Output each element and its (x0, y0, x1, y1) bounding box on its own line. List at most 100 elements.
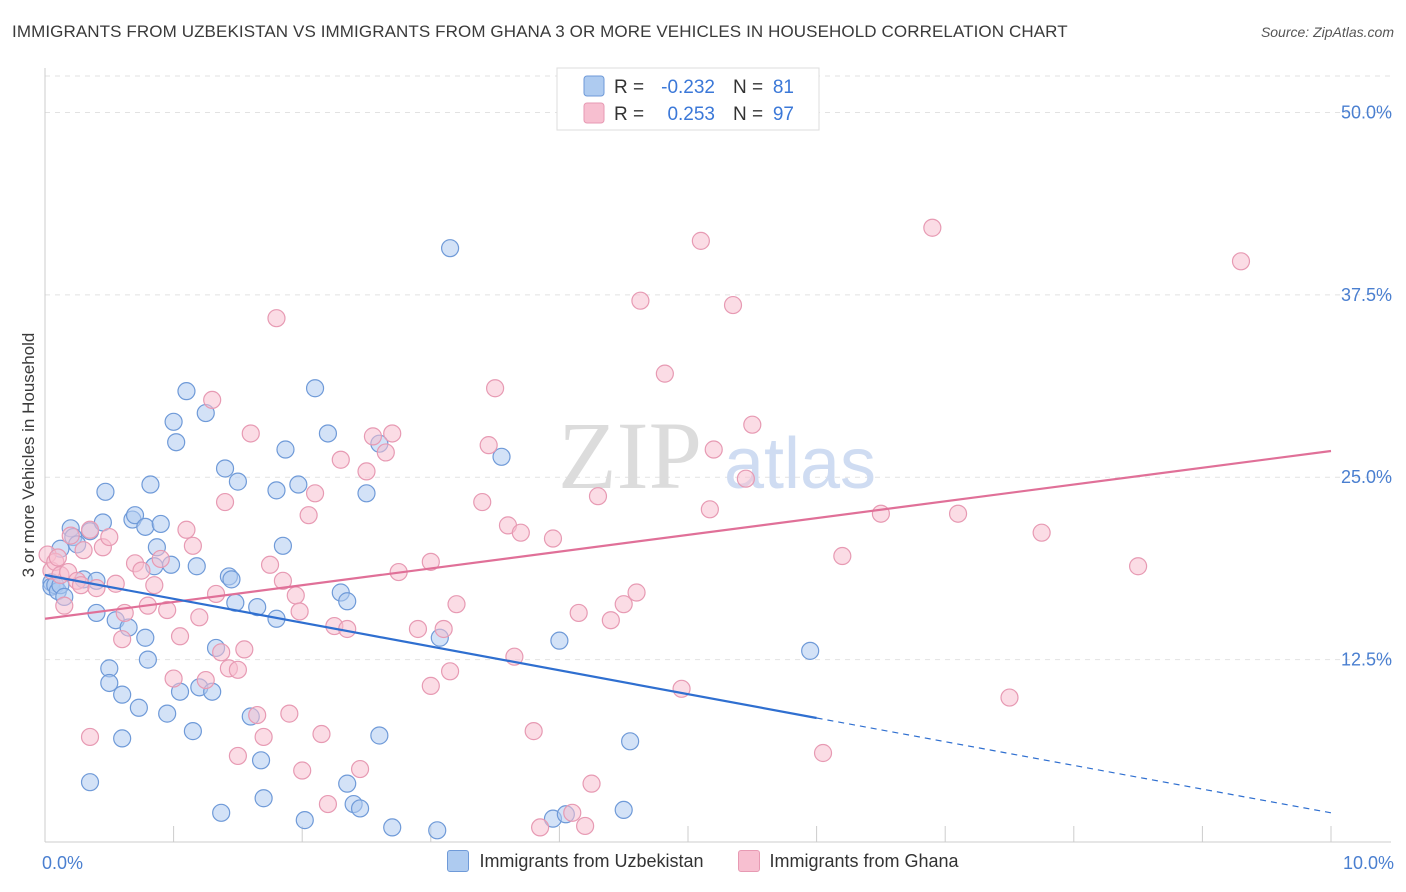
ghana-trend-line (44, 449, 1332, 620)
ghana-point-85 (655, 364, 674, 383)
ghana-point-53 (331, 450, 350, 469)
uzbekistan-point-53 (254, 789, 273, 808)
ghana-point-61 (408, 619, 428, 639)
ghana-point-31 (206, 584, 226, 604)
ghana-point-100 (1128, 557, 1148, 576)
gridlines (45, 75, 1391, 661)
ghana-point-58 (376, 443, 395, 462)
uzbekistan-point-64 (338, 774, 357, 793)
ghana-point-38 (241, 424, 260, 443)
uzbekistan-point-81 (80, 773, 100, 792)
ghana-point-25 (170, 627, 190, 646)
ghana-point-37 (235, 640, 254, 659)
ghana-point-5 (55, 596, 74, 615)
legend-item-ghana[interactable]: Immigrants from Ghana (737, 850, 959, 872)
ghana-point-14 (100, 527, 119, 547)
ghana-point-16 (113, 630, 132, 649)
uzbekistan-point-74 (492, 447, 511, 466)
legend-top: R = -0.232 N = 81 R = 0.253 N = 97 (556, 67, 820, 131)
uzbekistan-point-17 (100, 673, 119, 693)
ghana-point-102 (80, 727, 100, 747)
ghana-point-33 (215, 492, 235, 512)
ghana-point-27 (183, 536, 202, 555)
ghana-point-28 (190, 608, 209, 627)
ghana-point-56 (357, 462, 376, 481)
uzbekistan-trend-extension (816, 717, 1332, 814)
ghana-point-78 (576, 816, 595, 836)
ghana-point-47 (293, 761, 312, 780)
ghana-point-19 (132, 561, 151, 580)
ghana-point-87 (691, 231, 710, 250)
uzbekistan-point-35 (167, 433, 186, 452)
ghana-point-49 (305, 484, 325, 503)
ghana-point-72 (511, 523, 530, 542)
series-uzbekistan-points (42, 239, 820, 840)
uzbekistan-point-57 (276, 440, 295, 459)
y-axis-label: 3 or more Vehicles in Household (19, 333, 38, 578)
uzbekistan-point-80 (801, 641, 820, 660)
y-tick-label-3: 50.0% (1341, 102, 1392, 122)
ghana-point-21 (145, 576, 164, 595)
ghana-point-35 (228, 660, 247, 679)
ghana-point-77 (569, 603, 588, 623)
ghana-point-68 (479, 436, 498, 455)
uzbekistan-point-56 (273, 536, 293, 555)
ghana-point-90 (723, 295, 743, 315)
uzbekistan-point-69 (370, 726, 389, 745)
legend-n-label-blue: N = (733, 77, 763, 98)
ghana-point-41 (260, 555, 280, 574)
uzbekistan-point-34 (164, 412, 183, 431)
ghana-point-42 (267, 309, 286, 328)
uzbekistan-point-60 (305, 379, 325, 398)
ghana-point-91 (736, 469, 755, 488)
ghana-point-84 (631, 291, 650, 310)
watermark-atlas: atlas (724, 424, 876, 504)
ghana-point-59 (383, 424, 402, 443)
uzbekistan-point-61 (318, 424, 338, 443)
legend-item-uzbekistan[interactable]: Immigrants from Uzbekistan (447, 850, 704, 872)
uzbekistan-point-76 (550, 631, 569, 650)
ghana-point-11 (80, 520, 100, 539)
ghana-point-32 (212, 643, 231, 662)
ghana-point-69 (486, 379, 505, 398)
y-tick-label-1: 25.0% (1341, 467, 1392, 487)
ghana-point-80 (588, 487, 608, 506)
uzbekistan-point-59 (295, 811, 314, 830)
ghana-point-22 (151, 549, 170, 569)
legend-r-value-blue: -0.232 (661, 77, 715, 98)
uzbekistan-point-51 (248, 597, 267, 617)
legend-label-uzbekistan: Immigrants from Uzbekistan (479, 850, 704, 871)
uzbekistan-point-39 (187, 557, 206, 576)
uzbekistan-point-19 (113, 685, 132, 704)
x-tick-label-0: 0.0% (42, 853, 83, 873)
ghana-point-40 (254, 727, 273, 747)
ghana-point-23 (158, 600, 177, 620)
chart-title: IMMIGRANTS FROM UZBEKISTAN VS IMMIGRANTS… (12, 22, 1068, 41)
ghana-point-74 (531, 818, 550, 837)
tick-labels: 12.5% 25.0% 37.5% 50.0% 0.0% 10.0% (42, 102, 1394, 873)
uzbekistan-point-58 (289, 475, 308, 494)
trend-lines (44, 449, 1332, 814)
uzbekistan-point-37 (177, 382, 196, 401)
ghana-point-79 (582, 774, 601, 793)
legend-swatch-uzbekistan (447, 850, 470, 872)
ghana-point-9 (71, 576, 91, 595)
legend-swatch-ghana (737, 850, 760, 872)
ghana-point-99 (1032, 523, 1051, 542)
ghana-point-26 (177, 520, 196, 539)
legend-r-label-blue: R = (614, 77, 644, 98)
ghana-point-65 (440, 662, 460, 681)
ghana-point-66 (447, 595, 466, 614)
ghana-point-62 (421, 552, 440, 571)
ghana-point-46 (290, 602, 309, 621)
ghana-point-96 (923, 218, 942, 237)
legend-n-value-blue: 81 (773, 77, 794, 98)
legend-r-value-pink: 0.253 (667, 104, 715, 125)
uzbekistan-point-25 (136, 628, 155, 647)
uzbekistan-point-26 (136, 517, 155, 536)
ghana-point-63 (421, 676, 440, 695)
uzbekistan-point-54 (267, 481, 286, 500)
uzbekistan-point-28 (141, 475, 160, 494)
ghana-point-29 (196, 670, 215, 690)
ghana-point-93 (813, 743, 833, 763)
